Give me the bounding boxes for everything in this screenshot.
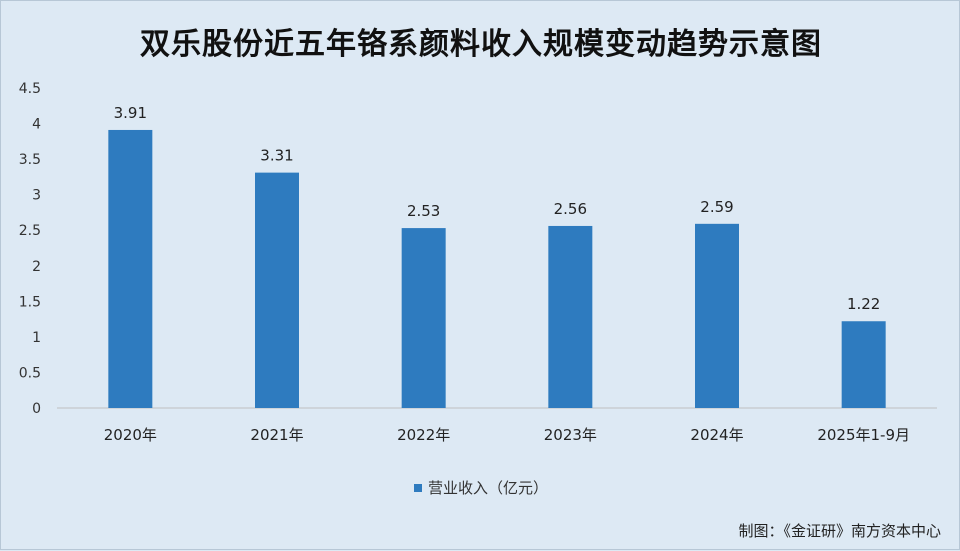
data-label: 2.59 — [700, 198, 733, 216]
y-tick-label: 3.5 — [19, 152, 41, 168]
data-label: 2.53 — [407, 202, 440, 220]
y-tick-label: 0.5 — [19, 365, 41, 381]
y-tick-label: 1 — [32, 330, 41, 346]
y-tick-label: 2.5 — [19, 223, 41, 239]
y-tick-label: 4.5 — [19, 81, 41, 97]
bar — [695, 223, 739, 408]
y-tick-label: 1.5 — [19, 294, 41, 310]
legend: 营业收入（亿元） — [1, 477, 960, 498]
bar — [401, 228, 446, 408]
data-label: 3.31 — [260, 147, 293, 165]
y-tick-label: 3 — [32, 188, 41, 204]
data-label: 2.56 — [554, 200, 587, 218]
bar — [548, 225, 593, 408]
legend-label: 营业收入（亿元） — [427, 479, 548, 497]
credit-text: 制图：《金证研》南方资本中心 — [738, 522, 941, 540]
y-tick-label: 2 — [32, 259, 41, 275]
x-tick-label: 2024年 — [690, 426, 743, 444]
data-label: 1.22 — [847, 295, 880, 313]
x-tick-label: 2022年 — [397, 426, 450, 444]
legend-swatch — [413, 483, 422, 492]
x-tick-label: 2021年 — [250, 426, 303, 444]
x-tick-label: 2023年 — [544, 426, 597, 444]
chart-title: 双乐股份近五年铬系颜料收入规模变动趋势示意图 — [140, 27, 822, 62]
y-tick-label: 0 — [32, 401, 41, 417]
y-tick-label: 4 — [32, 117, 41, 133]
x-tick-label: 2020年 — [104, 426, 157, 444]
bar — [108, 129, 153, 408]
bar — [255, 172, 299, 408]
data-label: 3.91 — [114, 104, 147, 122]
x-tick-label: 2025年1-9月 — [817, 426, 910, 444]
bar — [841, 321, 886, 408]
